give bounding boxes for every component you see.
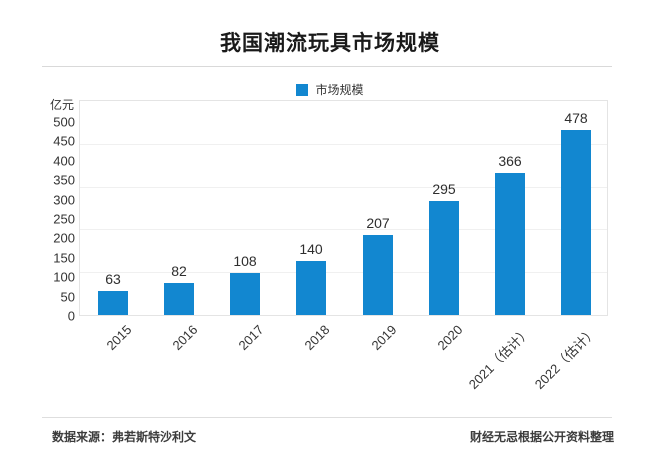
- x-axis-label: 2018: [301, 322, 333, 354]
- gridline: [80, 186, 607, 188]
- x-axis-label: 2019: [368, 322, 400, 354]
- gridline: [80, 143, 607, 145]
- bar-2015: [98, 291, 128, 315]
- gridline: [80, 272, 607, 274]
- gridline: [80, 229, 607, 231]
- bar-value-label: 295: [432, 181, 456, 197]
- bar-2022（估计）: [561, 130, 591, 315]
- footer-divider: [42, 417, 612, 418]
- y-axis-tick-label: 100: [53, 269, 75, 285]
- y-axis-tick-label: 450: [53, 133, 75, 149]
- x-axis-label: 2017: [235, 322, 267, 354]
- bar-value-label: 82: [171, 263, 187, 279]
- bar-value-label: 366: [498, 153, 522, 169]
- y-axis-tick-label: 250: [53, 211, 75, 227]
- y-axis-tick-label: 400: [53, 153, 75, 169]
- y-axis-tick-label: 150: [53, 250, 75, 266]
- bar-2016: [164, 283, 194, 315]
- bar-2017: [230, 273, 260, 315]
- x-axis-label: 2022（估计）: [531, 324, 600, 392]
- y-axis-unit-label: 亿元: [49, 98, 74, 112]
- legend-label: 市场规模: [315, 83, 364, 97]
- y-axis-tick-label: 50: [60, 289, 75, 305]
- x-axis-label: 2016: [169, 322, 201, 354]
- bar-value-label: 63: [105, 271, 121, 287]
- x-axis-label: 2015: [103, 322, 135, 354]
- y-axis-tick-label: 200: [53, 230, 75, 246]
- x-axis-label: 2021（估计）: [465, 324, 534, 392]
- y-axis-tick-label: 300: [53, 192, 75, 208]
- chart-title: 我国潮流玩具市场规模: [220, 32, 440, 55]
- bar-2019: [363, 235, 393, 315]
- y-axis-tick-label: 0: [67, 308, 75, 324]
- data-source-label: 数据来源：弗若斯特沙利文: [52, 430, 197, 444]
- legend-swatch-icon: [296, 83, 309, 96]
- bar-value-label: 207: [366, 215, 390, 231]
- bar-value-label: 108: [233, 253, 257, 269]
- y-axis-tick-label: 350: [53, 172, 75, 188]
- top-divider: [42, 66, 612, 67]
- bar-2021（估计）: [495, 173, 525, 315]
- bar-value-label: 478: [564, 110, 588, 126]
- bar-2020: [429, 201, 459, 315]
- legend: 市场规模: [0, 81, 660, 98]
- y-axis-tick-label: 500: [53, 114, 75, 130]
- plot-area: 63 82 108 140 207 295 366 478: [79, 100, 608, 316]
- bar-2018: [296, 261, 326, 315]
- attribution-label: 财经无忌根据公开资料整理: [469, 430, 614, 444]
- x-axis-label: 2020: [434, 322, 466, 354]
- bar-value-label: 140: [299, 241, 323, 257]
